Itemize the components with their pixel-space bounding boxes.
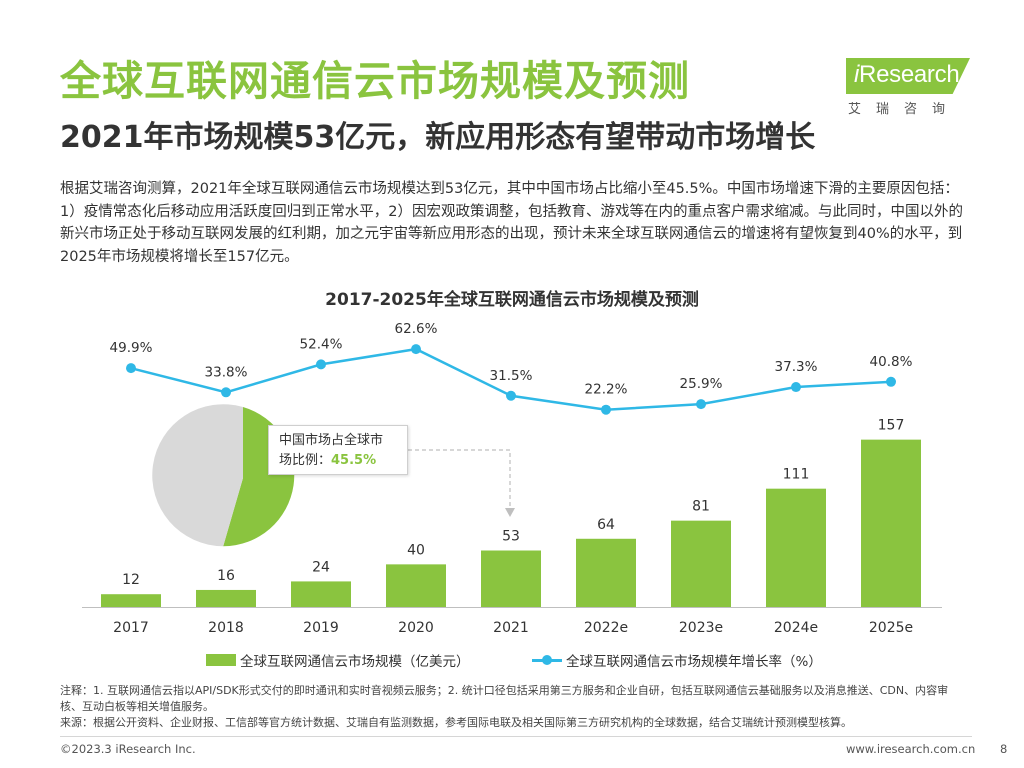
legend-line-swatch	[532, 654, 562, 666]
bar-series: 12 16 24 40 53 64 81 111 157	[101, 418, 921, 607]
bar-label-2017: 12	[122, 572, 140, 588]
note-text: 注释：1. 互联网通信云指以API/SDK形式交付的即时通讯和实时音视频云服务；…	[60, 684, 949, 713]
rate-point-2017	[126, 363, 136, 374]
legend-bar-swatch	[206, 654, 236, 666]
pie-callout: 中国市场占全球市 场比例：45.5%	[268, 425, 408, 475]
footer-copyright: ©2023.3 iResearch Inc.	[60, 742, 196, 756]
legend-line-label: 全球互联网通信云市场规模年增长率（%）	[566, 654, 822, 670]
rate-label-2023e: 25.9%	[680, 376, 723, 392]
page-title: 全球互联网通信云市场规模及预测	[60, 57, 690, 105]
rate-point-2021	[506, 390, 516, 401]
rate-point-2024e	[791, 382, 801, 393]
bar-2017	[101, 594, 161, 607]
intro-paragraph: 根据艾瑞咨询测算，2021年全球互联网通信云市场规模达到53亿元，其中中国市场占…	[60, 181, 963, 265]
logo-shape	[846, 58, 970, 94]
x-tick-2017: 2017	[113, 620, 149, 636]
iresearch-logo: iResearch 艾瑞咨询	[846, 58, 976, 118]
pie-connector-arrow	[505, 508, 515, 517]
rate-point-2025e	[886, 376, 896, 387]
page-number: 8	[1000, 742, 1008, 756]
pie-label-line1: 中国市场占全球市	[279, 433, 384, 448]
x-tick-2018: 2018	[208, 620, 244, 636]
bar-2025e	[861, 439, 921, 607]
rate-label-2021: 31.5%	[490, 368, 533, 384]
pie-label-line2: 场比例：45.5%	[279, 453, 377, 468]
page-subtitle: 2021年市场规模53亿元，新应用形态有望带动市场增长	[60, 120, 816, 155]
bar-2023e	[671, 520, 731, 607]
rate-point-2022e	[601, 404, 611, 415]
legend-line-series: 全球互联网通信云市场规模年增长率（%）	[532, 650, 822, 670]
chart-title: 2017-2025年全球互联网通信云市场规模及预测	[325, 290, 699, 310]
rate-label-2018: 33.8%	[205, 364, 248, 380]
bar-2020	[386, 564, 446, 607]
rate-label-2022e: 22.2%	[585, 382, 628, 398]
rate-label-2024e: 37.3%	[775, 359, 818, 375]
pie-slice-rest	[152, 404, 243, 547]
bar-label-2024e: 111	[783, 467, 810, 483]
pie-value-label: 45.5%	[331, 453, 377, 468]
x-tick-2020: 2020	[398, 620, 434, 636]
x-tick-2022e: 2022e	[584, 620, 628, 636]
bar-2022e	[576, 538, 636, 607]
rate-label-2025e: 40.8%	[870, 354, 913, 370]
line-series: 49.9% 33.8% 52.4% 62.6% 31.5% 22.2% 25.9% 37.3%…	[110, 321, 913, 415]
rate-point-2019	[316, 359, 326, 370]
x-tick-2019: 2019	[303, 620, 339, 636]
rate-label-2020: 62.6%	[395, 321, 438, 337]
bar-label-2019: 24	[312, 559, 330, 575]
rate-label-2019: 52.4%	[300, 336, 343, 352]
x-tick-2025e: 2025e	[869, 620, 913, 636]
pie-connector-line	[408, 449, 511, 510]
rate-point-2018	[221, 387, 231, 398]
x-tick-2021: 2021	[493, 620, 529, 636]
bar-label-2020: 40	[407, 542, 425, 558]
x-tick-2024e: 2024e	[774, 620, 818, 636]
rate-point-2023e	[696, 399, 706, 410]
bar-2021	[481, 550, 541, 607]
bar-label-2021: 53	[502, 529, 520, 545]
x-axis: 2017 2018 2019 2020 2021 2022e 2023e 2024e 2025e	[82, 607, 942, 636]
bar-label-2025e: 157	[878, 418, 905, 434]
rate-label-2017: 49.9%	[110, 340, 153, 356]
x-tick-2023e: 2023e	[679, 620, 723, 636]
legend-bar-series: 全球互联网通信云市场规模（亿美元）	[206, 650, 470, 670]
legend-bar-label: 全球互联网通信云市场规模（亿美元）	[240, 654, 470, 670]
bar-label-2022e: 64	[597, 517, 615, 533]
source-text: 来源：根据公开资料、企业财报、工信部等官方统计数据、艾瑞自有监测数据，参考国际电…	[60, 716, 852, 729]
footer-website: www.iresearch.com.cn	[846, 742, 976, 756]
footer-divider	[60, 736, 972, 737]
bar-2018	[196, 589, 256, 607]
logo-subtitle: 艾瑞咨询	[848, 102, 961, 117]
logo-brand: iResearch	[854, 61, 960, 88]
rate-point-2020	[411, 344, 421, 355]
bar-label-2023e: 81	[692, 499, 710, 515]
bar-2024e	[766, 488, 826, 607]
bar-label-2018: 16	[217, 568, 235, 584]
bar-2019	[291, 581, 351, 607]
notes-block: 注释：1. 互联网通信云指以API/SDK形式交付的即时通讯和实时音视频云服务；…	[60, 683, 970, 731]
